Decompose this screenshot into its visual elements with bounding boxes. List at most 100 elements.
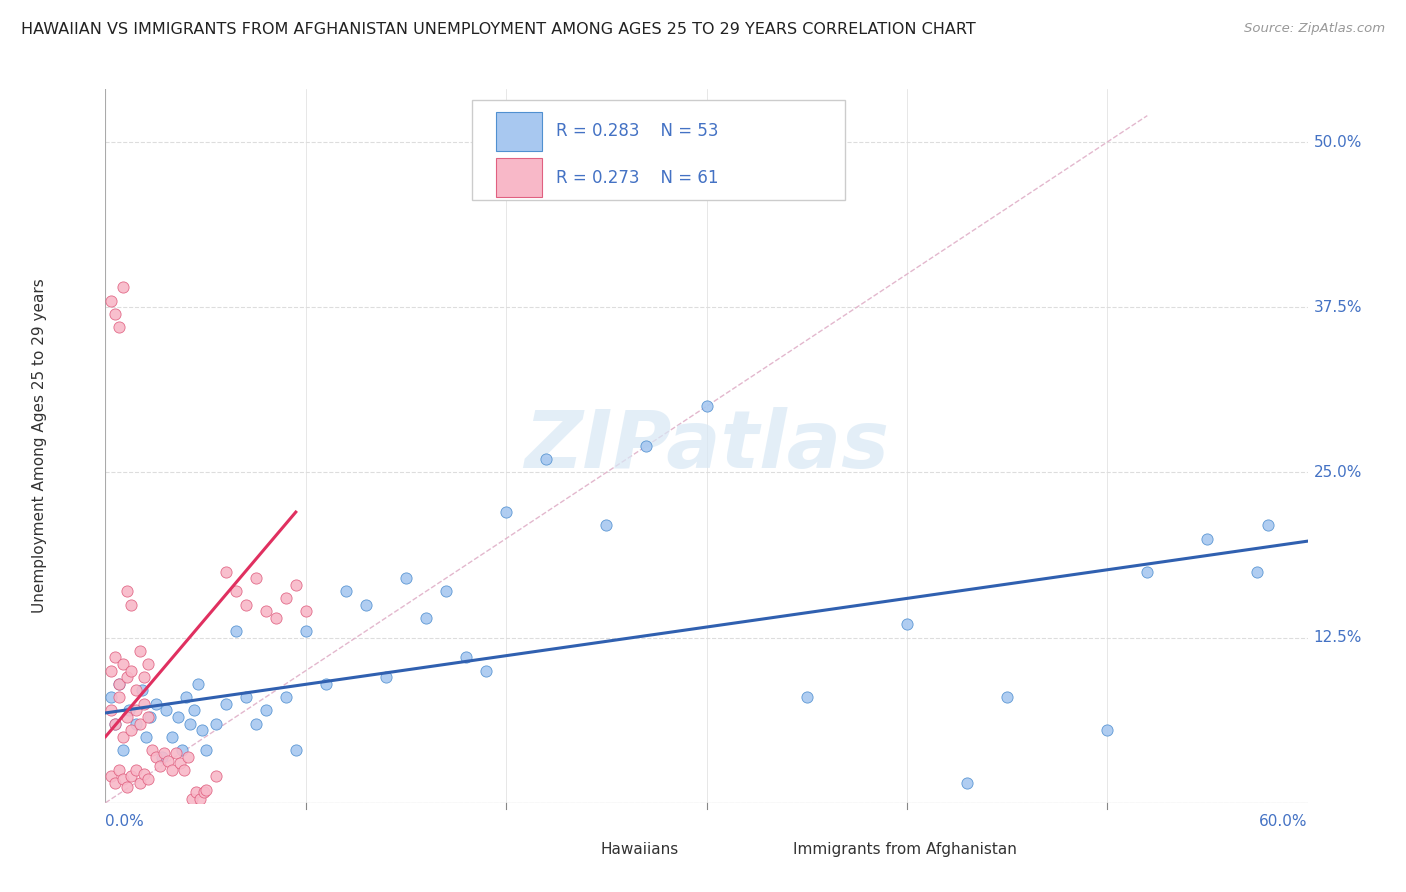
Point <box>138 710 160 724</box>
Point <box>112 730 135 744</box>
Text: Immigrants from Afghanistan: Immigrants from Afghanistan <box>793 842 1017 856</box>
Text: 0.0%: 0.0% <box>105 814 145 829</box>
Point <box>112 657 135 671</box>
Point <box>796 690 818 704</box>
Point <box>156 754 179 768</box>
Point <box>160 730 183 744</box>
Point <box>132 670 155 684</box>
Text: Unemployment Among Ages 25 to 29 years: Unemployment Among Ages 25 to 29 years <box>32 278 46 614</box>
Point <box>636 439 658 453</box>
Point <box>136 710 159 724</box>
Point <box>100 703 122 717</box>
Text: Hawaiians: Hawaiians <box>600 842 679 856</box>
Point <box>166 710 188 724</box>
Point <box>264 611 287 625</box>
Point <box>214 697 236 711</box>
Point <box>956 776 979 790</box>
Point <box>104 716 127 731</box>
Point <box>184 785 207 799</box>
Point <box>169 756 191 771</box>
Point <box>132 697 155 711</box>
Point <box>335 584 357 599</box>
Point <box>274 690 297 704</box>
Point <box>190 723 212 738</box>
Point <box>155 703 177 717</box>
Point <box>179 716 201 731</box>
Point <box>117 670 139 684</box>
Point <box>183 703 205 717</box>
Point <box>100 769 122 783</box>
Point <box>136 657 159 671</box>
Point <box>100 690 122 704</box>
Point <box>1257 518 1279 533</box>
Point <box>108 677 131 691</box>
Text: R = 0.283    N = 53: R = 0.283 N = 53 <box>557 122 718 140</box>
Point <box>995 690 1018 704</box>
Point <box>150 749 173 764</box>
Point <box>128 716 150 731</box>
Point <box>135 730 157 744</box>
Point <box>188 792 211 806</box>
Point <box>165 746 187 760</box>
Point <box>595 518 617 533</box>
Point <box>170 743 193 757</box>
Text: 60.0%: 60.0% <box>1260 814 1308 829</box>
Point <box>245 716 267 731</box>
Point <box>454 650 477 665</box>
Point <box>121 769 143 783</box>
Point <box>124 716 146 731</box>
Point <box>295 604 318 618</box>
Point <box>204 769 226 783</box>
Point <box>1136 565 1159 579</box>
Text: R = 0.273    N = 61: R = 0.273 N = 61 <box>557 169 718 186</box>
Point <box>475 664 498 678</box>
Point <box>108 320 131 334</box>
Point <box>124 763 146 777</box>
Point <box>136 772 159 786</box>
Point <box>121 723 143 738</box>
Point <box>254 703 277 717</box>
Text: ZIPatlas: ZIPatlas <box>524 407 889 485</box>
Point <box>415 611 437 625</box>
Point <box>145 749 167 764</box>
Point <box>534 452 557 467</box>
Text: 37.5%: 37.5% <box>1313 300 1362 315</box>
Point <box>100 293 122 308</box>
Bar <box>496 112 541 151</box>
Point <box>194 782 217 797</box>
Point <box>315 677 337 691</box>
Point <box>295 624 318 638</box>
Point <box>104 307 127 321</box>
Point <box>274 591 297 605</box>
Point <box>117 710 139 724</box>
Point <box>112 772 135 786</box>
Point <box>100 664 122 678</box>
Point <box>235 598 257 612</box>
Point <box>187 677 209 691</box>
Point <box>104 650 127 665</box>
Point <box>160 763 183 777</box>
Point <box>108 677 131 691</box>
Point <box>132 766 155 780</box>
Point <box>180 792 202 806</box>
Point <box>204 716 226 731</box>
Point <box>124 703 146 717</box>
Point <box>225 624 247 638</box>
Text: Source: ZipAtlas.com: Source: ZipAtlas.com <box>1244 22 1385 36</box>
Point <box>374 670 398 684</box>
Point <box>1246 565 1268 579</box>
Point <box>354 598 377 612</box>
Bar <box>562 838 589 860</box>
Point <box>112 743 135 757</box>
Point <box>141 743 163 757</box>
Point <box>108 763 131 777</box>
Text: 25.0%: 25.0% <box>1313 465 1362 480</box>
Point <box>254 604 277 618</box>
Point <box>225 584 247 599</box>
Point <box>696 400 718 414</box>
Point <box>1197 532 1219 546</box>
Point <box>245 571 267 585</box>
Point <box>128 776 150 790</box>
Point <box>148 759 170 773</box>
Point <box>117 780 139 794</box>
